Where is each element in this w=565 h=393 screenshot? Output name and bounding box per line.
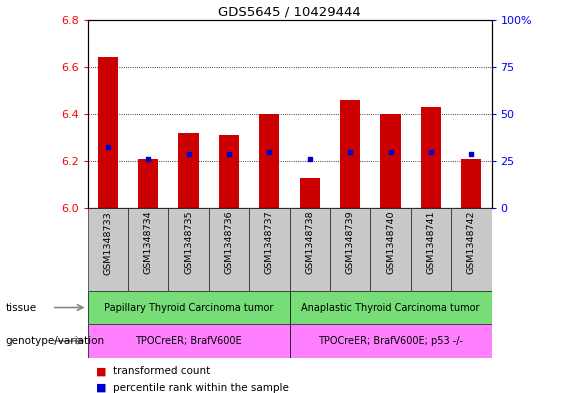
- Text: GSM1348737: GSM1348737: [265, 211, 274, 274]
- Text: Papillary Thyroid Carcinoma tumor: Papillary Thyroid Carcinoma tumor: [104, 303, 273, 312]
- Text: TPOCreER; BrafV600E: TPOCreER; BrafV600E: [135, 336, 242, 346]
- Text: ■: ■: [96, 366, 107, 376]
- Bar: [461, 159, 481, 208]
- Bar: [128, 208, 168, 291]
- Bar: [421, 107, 441, 208]
- Text: GSM1348734: GSM1348734: [144, 211, 153, 274]
- Text: GSM1348736: GSM1348736: [224, 211, 233, 274]
- Bar: [98, 57, 118, 208]
- Title: GDS5645 / 10429444: GDS5645 / 10429444: [218, 6, 361, 18]
- Text: GSM1348740: GSM1348740: [386, 211, 395, 274]
- Bar: [290, 208, 330, 291]
- Bar: [290, 291, 492, 324]
- Text: GSM1348733: GSM1348733: [103, 211, 112, 275]
- Bar: [380, 114, 401, 208]
- Bar: [299, 178, 320, 208]
- Bar: [371, 208, 411, 291]
- Text: GSM1348739: GSM1348739: [346, 211, 355, 274]
- Text: percentile rank within the sample: percentile rank within the sample: [113, 383, 289, 393]
- Bar: [88, 208, 128, 291]
- Text: GSM1348742: GSM1348742: [467, 211, 476, 274]
- Bar: [249, 208, 289, 291]
- Bar: [138, 159, 158, 208]
- Bar: [168, 208, 209, 291]
- Bar: [290, 324, 492, 358]
- Bar: [209, 208, 249, 291]
- Bar: [259, 114, 280, 208]
- Bar: [88, 324, 290, 358]
- Bar: [330, 208, 371, 291]
- Text: GSM1348735: GSM1348735: [184, 211, 193, 274]
- Text: ■: ■: [96, 383, 107, 393]
- Bar: [411, 208, 451, 291]
- Text: TPOCreER; BrafV600E; p53 -/-: TPOCreER; BrafV600E; p53 -/-: [318, 336, 463, 346]
- Text: Anaplastic Thyroid Carcinoma tumor: Anaplastic Thyroid Carcinoma tumor: [301, 303, 480, 312]
- Bar: [88, 291, 290, 324]
- Text: GSM1348741: GSM1348741: [427, 211, 436, 274]
- Bar: [219, 135, 239, 208]
- Text: tissue: tissue: [6, 303, 37, 312]
- Bar: [340, 100, 360, 208]
- Text: GSM1348738: GSM1348738: [305, 211, 314, 274]
- Bar: [451, 208, 492, 291]
- Text: genotype/variation: genotype/variation: [6, 336, 105, 346]
- Text: transformed count: transformed count: [113, 366, 210, 376]
- Bar: [179, 133, 199, 208]
